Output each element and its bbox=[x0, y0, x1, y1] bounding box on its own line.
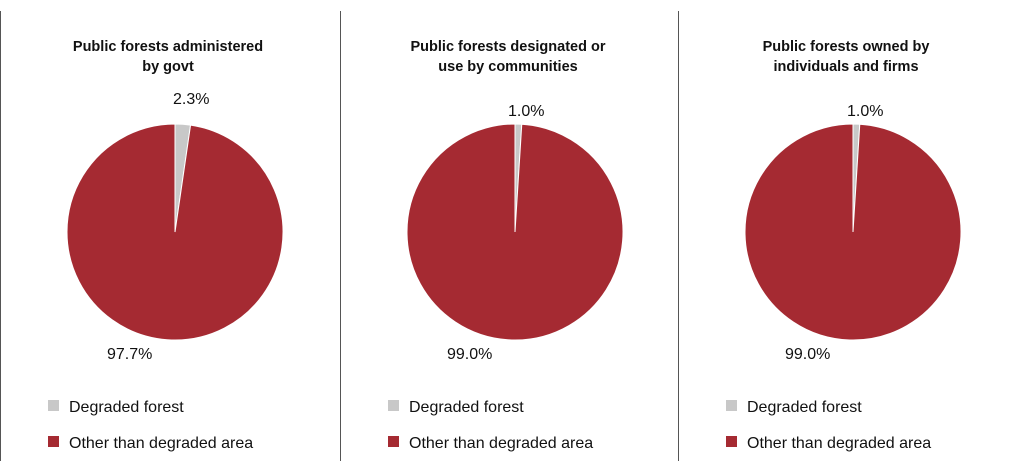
chart-title-line: Public forests owned by bbox=[762, 39, 930, 55]
chart-panel-communities: Public forests designated or use by comm… bbox=[340, 11, 675, 461]
slice-label-other: 99.0% bbox=[447, 346, 493, 363]
legend-swatch bbox=[48, 436, 59, 448]
slice-label-degraded: 1.0% bbox=[847, 103, 884, 120]
chart-title-line: use by communities bbox=[438, 59, 578, 75]
legend-item-degraded: Degraded forest bbox=[48, 399, 184, 417]
legend-label: Other than degraded area bbox=[409, 435, 594, 452]
legend-item-other: Other than degraded area bbox=[48, 435, 253, 453]
legend-label: Degraded forest bbox=[409, 399, 524, 416]
chart-panel-individuals: Public forests owned by individuals and … bbox=[678, 11, 1013, 461]
slice-label-degraded: 1.0% bbox=[508, 103, 545, 120]
pie-chart bbox=[744, 123, 962, 341]
legend-label: Other than degraded area bbox=[69, 435, 254, 452]
pie-slice-other bbox=[66, 123, 284, 341]
chart-title: Public forests designated or use by comm… bbox=[341, 37, 675, 77]
legend-swatch bbox=[388, 400, 399, 412]
legend-item-degraded: Degraded forest bbox=[726, 399, 862, 417]
pie-chart bbox=[406, 123, 624, 341]
legend-label: Degraded forest bbox=[747, 399, 862, 416]
pie-slice-other bbox=[406, 123, 624, 341]
pie-slice-other bbox=[744, 123, 962, 341]
chart-title-line: by govt bbox=[142, 59, 194, 75]
legend-swatch bbox=[726, 400, 737, 412]
slice-label-degraded: 2.3% bbox=[173, 91, 210, 108]
chart-panel-govt: Public forests administered by govt 2.3%… bbox=[0, 11, 335, 461]
chart-title: Public forests owned by individuals and … bbox=[679, 37, 1013, 77]
legend-item-other: Other than degraded area bbox=[388, 435, 593, 453]
legend-item-degraded: Degraded forest bbox=[388, 399, 524, 417]
slice-label-other: 97.7% bbox=[107, 346, 153, 363]
legend-item-other: Other than degraded area bbox=[726, 435, 931, 453]
legend-label: Degraded forest bbox=[69, 399, 184, 416]
legend-label: Other than degraded area bbox=[747, 435, 932, 452]
legend-swatch bbox=[388, 436, 399, 448]
chart-title-line: individuals and firms bbox=[773, 59, 919, 75]
chart-title: Public forests administered by govt bbox=[1, 37, 335, 77]
pie-chart bbox=[66, 123, 284, 341]
chart-title-line: Public forests designated or bbox=[410, 39, 606, 55]
legend-swatch bbox=[48, 400, 59, 412]
legend-swatch bbox=[726, 436, 737, 448]
slice-label-other: 99.0% bbox=[785, 346, 831, 363]
chart-title-line: Public forests administered bbox=[72, 39, 264, 55]
